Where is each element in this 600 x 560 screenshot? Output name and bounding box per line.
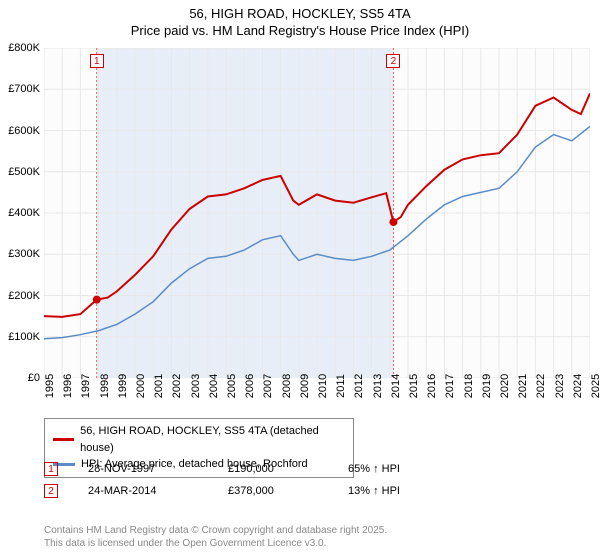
x-tick-label: 2013	[372, 374, 384, 398]
x-tick-label: 2000	[135, 374, 147, 398]
y-tick-label: £800K	[8, 42, 40, 54]
x-tick-label: 2011	[335, 374, 347, 398]
sale-marker-label: 1	[90, 54, 104, 68]
copyright: Contains HM Land Registry data © Crown c…	[44, 524, 387, 550]
sale-delta: 13% ↑ HPI	[348, 485, 400, 497]
x-tick-label: 2001	[153, 374, 165, 398]
legend-label: 56, HIGH ROAD, HOCKLEY, SS5 4TA (detache…	[80, 423, 345, 456]
sale-marker: 1	[44, 462, 58, 476]
y-tick-label: £0	[28, 372, 40, 384]
sale-date: 24-MAR-2014	[88, 485, 198, 497]
y-axis: £0£100K£200K£300K£400K£500K£600K£700K£80…	[0, 48, 44, 378]
sale-row: 1 28-NOV-1997 £190,000 65% ↑ HPI	[44, 458, 400, 480]
x-tick-label: 2014	[390, 374, 402, 398]
x-tick-label: 2009	[299, 374, 311, 398]
sale-marker: 2	[44, 484, 58, 498]
x-tick-label: 2024	[572, 374, 584, 398]
sales-table: 1 28-NOV-1997 £190,000 65% ↑ HPI2 24-MAR…	[44, 458, 400, 502]
legend-swatch	[53, 438, 74, 441]
y-tick-label: £500K	[8, 166, 40, 178]
x-tick-label: 2017	[444, 374, 456, 398]
x-tick-label: 2021	[517, 374, 529, 398]
y-tick-label: £200K	[8, 290, 40, 302]
x-tick-label: 1996	[62, 374, 74, 398]
y-tick-label: £100K	[8, 331, 40, 343]
x-tick-label: 2005	[226, 374, 238, 398]
x-tick-label: 2008	[281, 374, 293, 398]
sale-delta: 65% ↑ HPI	[348, 463, 400, 475]
chart-plot-area: 12	[44, 48, 590, 378]
x-tick-label: 1995	[44, 374, 56, 398]
x-tick-label: 2006	[244, 374, 256, 398]
sale-date: 28-NOV-1997	[88, 463, 198, 475]
sale-row: 2 24-MAR-2014 £378,000 13% ↑ HPI	[44, 480, 400, 502]
sale-marker-label: 2	[386, 54, 400, 68]
x-tick-label: 2012	[353, 374, 365, 398]
x-tick-label: 1998	[99, 374, 111, 398]
x-tick-label: 2016	[426, 374, 438, 398]
sale-price: £190,000	[228, 463, 318, 475]
chart-svg	[44, 48, 590, 378]
title-line-2: Price paid vs. HM Land Registry's House …	[0, 23, 600, 40]
x-axis: 1995199619971998199920002001200220032004…	[44, 380, 590, 420]
y-tick-label: £400K	[8, 207, 40, 219]
x-tick-label: 2015	[408, 374, 420, 398]
x-tick-label: 2023	[554, 374, 566, 398]
copyright-line-2: This data is licensed under the Open Gov…	[44, 537, 387, 550]
x-tick-label: 1999	[117, 374, 129, 398]
x-tick-label: 2007	[262, 374, 274, 398]
x-tick-label: 2020	[499, 374, 511, 398]
title-line-1: 56, HIGH ROAD, HOCKLEY, SS5 4TA	[0, 6, 600, 23]
x-tick-label: 2002	[171, 374, 183, 398]
x-tick-label: 2003	[190, 374, 202, 398]
y-tick-label: £700K	[8, 83, 40, 95]
x-tick-label: 2004	[208, 374, 220, 398]
sale-price: £378,000	[228, 485, 318, 497]
x-tick-label: 2025	[590, 374, 600, 398]
y-tick-label: £300K	[8, 248, 40, 260]
x-tick-label: 2022	[535, 374, 547, 398]
copyright-line-1: Contains HM Land Registry data © Crown c…	[44, 524, 387, 537]
x-tick-label: 1997	[80, 374, 92, 398]
x-tick-label: 2018	[463, 374, 475, 398]
x-tick-label: 2010	[317, 374, 329, 398]
legend-row: 56, HIGH ROAD, HOCKLEY, SS5 4TA (detache…	[53, 423, 345, 456]
x-tick-label: 2019	[481, 374, 493, 398]
y-tick-label: £600K	[8, 125, 40, 137]
chart-title: 56, HIGH ROAD, HOCKLEY, SS5 4TA Price pa…	[0, 0, 600, 40]
